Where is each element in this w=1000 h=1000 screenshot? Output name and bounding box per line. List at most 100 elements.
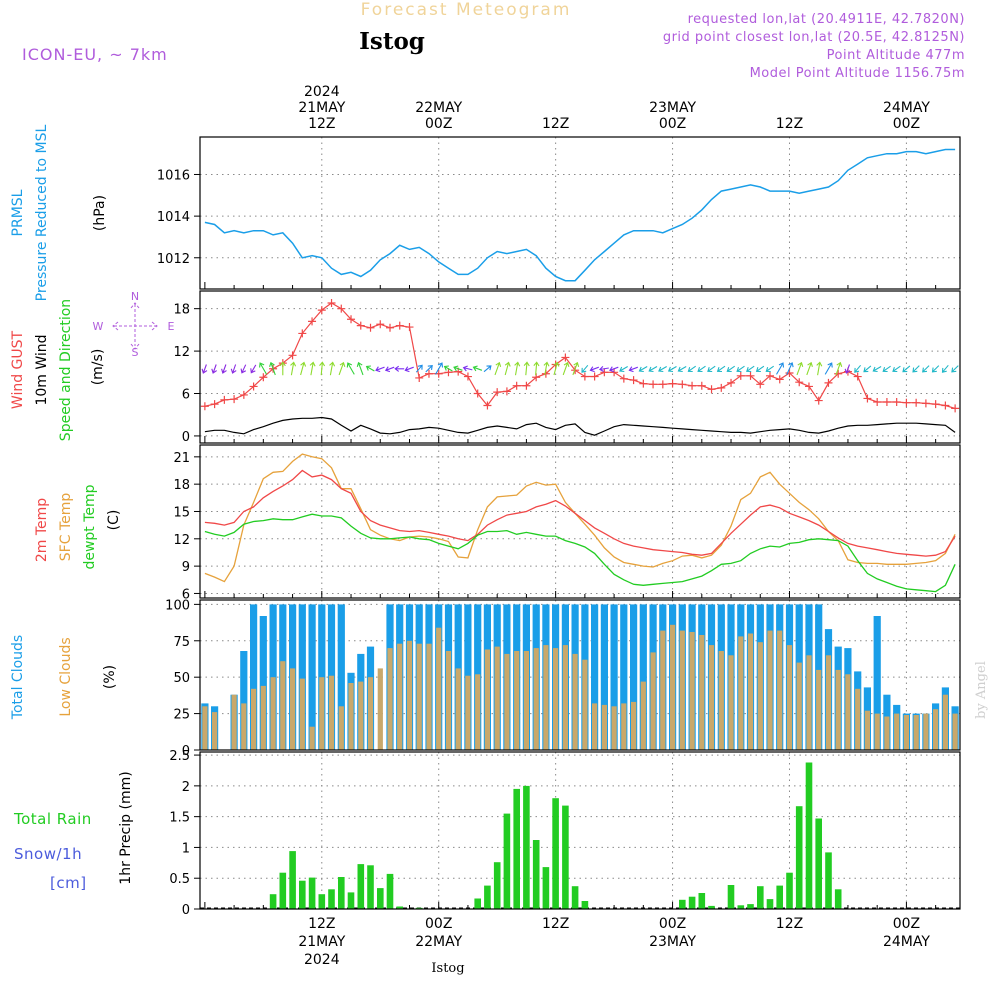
- gust-marker: [522, 381, 531, 390]
- gust-marker: [941, 401, 950, 410]
- wind-direction-arrow: [835, 361, 843, 376]
- y-tick-label: 6: [182, 587, 190, 602]
- compass-rose: N S W E: [93, 290, 175, 359]
- chart-title: Forecast Meteogram: [361, 0, 572, 20]
- bar-low-clouds: [903, 715, 909, 750]
- panel-frame-temp: [199, 444, 961, 599]
- bar-low-clouds: [260, 685, 266, 750]
- bar-low-clouds: [572, 653, 578, 750]
- label-10m-wind: 10m Wind: [34, 334, 50, 405]
- gust-marker: [873, 397, 882, 406]
- wind-direction-arrow: [736, 365, 745, 373]
- time-label-top: 12Z: [308, 116, 335, 132]
- time-label-bottom: 12Z: [542, 916, 569, 932]
- bar-low-clouds: [319, 677, 325, 750]
- gust-marker: [405, 323, 414, 332]
- wind-direction-arrow: [589, 366, 599, 373]
- label-sfc-temp: SFC Temp: [58, 493, 74, 562]
- gust-marker: [327, 299, 336, 308]
- bar-low-clouds: [484, 649, 490, 750]
- gust-marker: [600, 368, 609, 377]
- y-tick-label: 50: [173, 671, 190, 686]
- label-temp-unit: (C): [106, 510, 122, 531]
- wind-direction-arrow: [462, 365, 473, 372]
- bar-low-clouds: [767, 630, 773, 750]
- bar-low-clouds: [231, 694, 237, 750]
- wind-direction-arrow: [443, 365, 453, 372]
- bar-rain: [815, 818, 822, 909]
- bar-low-clouds: [640, 681, 646, 750]
- bar-low-clouds: [299, 678, 305, 750]
- bar-low-clouds: [494, 646, 500, 750]
- bar-low-clouds: [757, 642, 763, 750]
- compass-s: S: [132, 346, 139, 359]
- y-tick-label: 75: [173, 635, 190, 650]
- panel-frame-wind: [199, 290, 961, 444]
- gust-marker: [649, 380, 658, 389]
- wind-direction-arrow: [776, 362, 785, 375]
- time-label-top: 12Z: [776, 116, 803, 132]
- gust-marker: [463, 372, 472, 381]
- bar-low-clouds: [212, 712, 218, 750]
- wind-direction-arrow: [453, 365, 463, 372]
- wind-direction-arrow: [912, 365, 920, 373]
- bar-rain: [688, 896, 696, 909]
- wind-direction-arrow: [290, 361, 297, 376]
- bar-low-clouds: [592, 703, 598, 750]
- model-altitude: Model Point Altitude 1156.75m: [750, 66, 965, 81]
- gust-marker: [921, 399, 930, 408]
- y-tick-label: 21: [173, 451, 190, 466]
- gust-marker: [697, 381, 706, 390]
- wind-direction-arrow: [716, 365, 726, 373]
- gust-marker: [951, 404, 960, 413]
- wind-direction-arrow: [201, 364, 208, 374]
- gust-marker: [366, 323, 375, 332]
- bar-low-clouds: [894, 713, 900, 750]
- bar-low-clouds: [533, 648, 539, 750]
- label-dewpt-temp: dewpt Temp: [82, 484, 98, 569]
- wind-direction-arrow: [786, 362, 794, 375]
- time-label-bottom: 12Z: [776, 916, 803, 932]
- wind-direction-arrow: [319, 361, 326, 376]
- wind-direction-arrow: [240, 364, 247, 374]
- wind-direction-arrow: [951, 365, 959, 373]
- time-label-top: 00Z: [425, 116, 452, 132]
- bar-low-clouds: [689, 632, 695, 750]
- bar-low-clouds: [377, 668, 383, 750]
- time-label-bottom: 24MAY: [883, 934, 930, 950]
- gust-marker: [230, 395, 239, 404]
- bar-low-clouds: [855, 688, 861, 750]
- bar-low-clouds: [621, 703, 627, 750]
- wind-direction-arrow: [677, 366, 687, 373]
- series-line-pressure: [204, 148, 956, 282]
- gust-marker: [658, 380, 667, 389]
- bar-low-clouds: [416, 643, 422, 750]
- wind-direction-arrow: [765, 365, 775, 373]
- wind-direction-arrow: [504, 361, 511, 376]
- gust-marker: [668, 379, 677, 388]
- wind-direction-arrow: [922, 365, 930, 373]
- bar-low-clouds: [601, 704, 607, 750]
- y-tick-label: 12: [173, 345, 190, 360]
- wind-direction-arrow: [931, 365, 940, 373]
- gust-marker: [766, 371, 774, 380]
- wind-direction-arrow: [863, 365, 872, 373]
- gust-marker: [775, 375, 784, 384]
- gust-marker: [717, 383, 726, 392]
- wind-direction-arrow: [309, 361, 316, 376]
- panel-pressure: 1012 1014 1016: [157, 136, 961, 290]
- gust-marker: [619, 374, 628, 383]
- gust-marker: [688, 381, 697, 390]
- bar-total-clouds: [600, 604, 608, 750]
- wind-direction-arrow: [806, 361, 813, 376]
- bar-total-clouds: [298, 604, 306, 750]
- time-label-bottom: 12Z: [308, 916, 335, 932]
- wind-direction-arrow: [394, 365, 405, 372]
- bar-low-clouds: [835, 669, 841, 750]
- y-tick-label: 18: [173, 303, 190, 318]
- bar-rain: [523, 785, 530, 909]
- wind-direction-arrow: [356, 361, 364, 376]
- bar-low-clouds: [543, 645, 549, 750]
- wind-direction-arrow: [211, 364, 218, 374]
- wind-direction-arrow: [796, 361, 804, 376]
